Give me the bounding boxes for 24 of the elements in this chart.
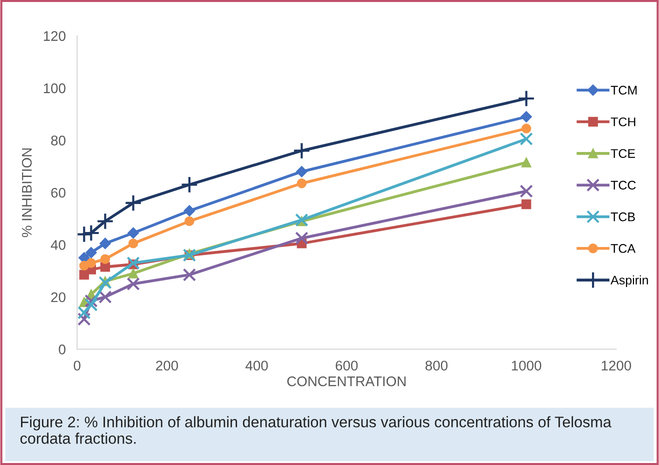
x-tick-label: 600 (336, 360, 358, 371)
y-tick-label: 80 (51, 136, 66, 146)
y-tick-label: 20 (51, 292, 66, 302)
y-tick-label: 120 (44, 31, 66, 41)
y-tick-label: 0 (58, 344, 66, 354)
x-tick-label: 0 (74, 360, 80, 371)
x-tick-label: 1200 (602, 360, 632, 371)
legend-label: TCM (610, 86, 637, 95)
legend-label: TCC (610, 180, 636, 190)
x-axis-title: CONCENTRATION (287, 376, 406, 386)
y-tick-label: 40 (50, 240, 66, 250)
x-tick-label: 1000 (512, 360, 542, 371)
x-tick-label: 400 (246, 360, 268, 371)
legend-label: TCB (610, 212, 635, 222)
x-tick-label: 200 (156, 360, 178, 371)
y-axis-title: % INHIBITION (22, 148, 32, 238)
legend-label: TCA (610, 244, 636, 253)
legend-label: TCH (610, 117, 636, 126)
y-tick-label: 60 (51, 188, 66, 198)
legend-label: TCE (610, 149, 636, 158)
legend-label: Aspirin (610, 275, 648, 288)
x-tick-label: 800 (425, 360, 448, 371)
caption: Figure 2: % Inhibition of albumin denaturation versus various concentrations of Telosma cordata fractions. (20, 416, 612, 444)
y-tick-label: 100 (44, 83, 66, 94)
